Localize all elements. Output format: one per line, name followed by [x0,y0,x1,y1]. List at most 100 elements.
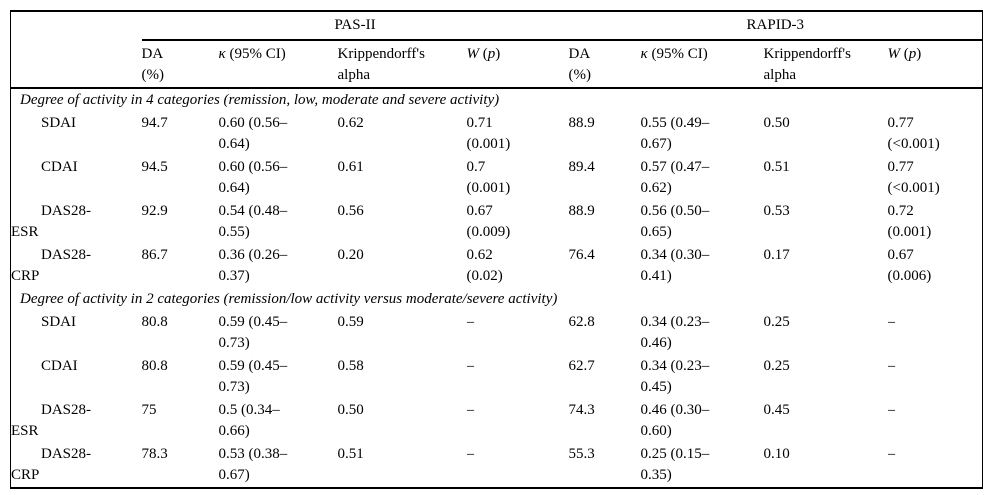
kappa-ci-label: (95% CI) [647,46,708,62]
cell-value: 0.53 (0.38– 0.67) [218,446,288,483]
cell-value: 0.59 (0.45– 0.73) [218,358,288,395]
cell-value: 0.53 [763,203,790,219]
cell-value: 0.51 [337,446,364,462]
agreement-statistics-table: PAS-II RAPID-3 DA (%) κ (95% CI) Krippen… [10,10,984,489]
cell-value: 89.4 [568,159,595,175]
col-header-krippendorff-pas2: Krippendorff's alpha [337,40,467,89]
cell-value: 0.54 (0.48– 0.55) [218,203,288,240]
cell-value: 88.9 [568,203,595,219]
cell-value: 76.4 [568,247,595,263]
row-label: SDAI [41,115,77,131]
table-row-das28esr-2cat: DAS28- ESR 75 0.5 (0.34– 0.66) 0.50 – 74… [11,399,983,443]
cell-value: 0.56 [337,203,364,219]
cell-value: – [887,402,896,418]
section-heading-4cat: Degree of activity in 4 categories (remi… [20,92,500,108]
cell-value: 0.50 [337,402,364,418]
cell-value: 55.3 [568,446,595,462]
cell-value: 0.25 [763,314,790,330]
cell-value: 78.3 [141,446,168,462]
group-header-row: PAS-II RAPID-3 [11,11,983,41]
cell-value: 0.50 [763,115,790,131]
cell-value: 62.7 [568,358,595,374]
kappa-symbol: κ [640,46,648,62]
cell-value: 75 [141,402,157,418]
cell-value: 0.45 [763,402,790,418]
cell-value: 0.60 (0.56– 0.64) [218,159,288,196]
cell-value: 0.72 (0.001) [887,203,932,240]
cell-value: 94.7 [141,115,168,131]
cell-value: 0.55 (0.49– 0.67) [640,115,710,152]
cell-value: 0.60 (0.56– 0.64) [218,115,288,152]
col-header-w-pas2: W (p) [466,40,569,89]
cell-value: 0.7 (0.001) [466,159,511,196]
row-label: CDAI [41,159,78,175]
cell-value: 62.8 [568,314,595,330]
table-row-das28crp-4cat: DAS28- CRP 86.7 0.36 (0.26– 0.37) 0.20 0… [11,244,983,288]
cell-value: 0.34 (0.23– 0.46) [640,314,710,351]
section-heading-2cat: Degree of activity in 2 categories (remi… [20,291,558,307]
cell-value: 92.9 [141,203,168,219]
cell-value: 0.59 [337,314,364,330]
col-header-da-pas2: DA (%) [141,40,219,89]
row-label: SDAI [41,314,77,330]
group-header-pas2: PAS-II [141,11,569,41]
row-label: DAS28- CRP [11,247,92,284]
table-row-sdai-2cat: SDAI 80.8 0.59 (0.45– 0.73) 0.59 – 62.8 … [11,311,983,355]
cell-value: 0.62 (0.02) [466,247,503,284]
w-symbol: W [887,46,901,62]
cell-value: 0.77 (<0.001) [887,159,940,196]
section-heading-row: Degree of activity in 2 categories (remi… [11,288,983,311]
cell-value: 0.25 [763,358,790,374]
cell-value: 80.8 [141,358,168,374]
cell-value: 0.62 [337,115,364,131]
cell-value: – [466,358,475,374]
table-row-das28crp-2cat: DAS28- CRP 78.3 0.53 (0.38– 0.67) 0.51 –… [11,443,983,488]
cell-value: 0.61 [337,159,364,175]
cell-value: – [887,314,896,330]
col-header-w-rapid3: W (p) [887,40,983,89]
cell-value: 80.8 [141,314,168,330]
cell-value: 94.5 [141,159,168,175]
row-label: DAS28- ESR [11,402,92,439]
row-label: CDAI [41,358,78,374]
cell-value: 0.51 [763,159,790,175]
table-row-das28esr-4cat: DAS28- ESR 92.9 0.54 (0.48– 0.55) 0.56 0… [11,200,983,244]
cell-value: 0.56 (0.50– 0.65) [640,203,710,240]
col-header-da-rapid3: DA (%) [568,40,641,89]
cell-value: 0.59 (0.45– 0.73) [218,314,288,351]
kappa-symbol: κ [218,46,226,62]
row-label: DAS28- CRP [11,446,92,483]
cell-value: 0.20 [337,247,364,263]
cell-value: 0.67 (0.009) [466,203,511,240]
table-row-sdai-4cat: SDAI 94.7 0.60 (0.56– 0.64) 0.62 0.71 (0… [11,112,983,156]
cell-value: 0.10 [763,446,790,462]
cell-value: 0.46 (0.30– 0.60) [640,402,710,439]
cell-value: 0.67 (0.006) [887,247,932,284]
group-header-rapid3: RAPID-3 [568,11,983,41]
p-symbol: p [487,46,496,62]
corner-cell [11,11,142,40]
table-row-cdai-4cat: CDAI 94.5 0.60 (0.56– 0.64) 0.61 0.7 (0.… [11,156,983,200]
cell-value: 0.17 [763,247,790,263]
cell-value: 86.7 [141,247,168,263]
cell-value: 88.9 [568,115,595,131]
cell-value: – [466,402,475,418]
cell-value: 0.34 (0.30– 0.41) [640,247,710,284]
p-symbol: p [908,46,917,62]
column-header-row: DA (%) κ (95% CI) Krippendorff's alpha W… [10,40,983,89]
w-symbol: W [466,46,480,62]
row-label: DAS28- ESR [11,203,92,240]
table-row-cdai-2cat: CDAI 80.8 0.59 (0.45– 0.73) 0.58 – 62.7 … [11,355,983,399]
cell-value: – [466,314,475,330]
col-header-kappa-pas2: κ (95% CI) [218,40,338,89]
cell-value: 0.77 (<0.001) [887,115,940,152]
cell-value: 0.36 (0.26– 0.37) [218,247,288,284]
cell-value: 0.57 (0.47– 0.62) [640,159,710,196]
section-heading-row: Degree of activity in 4 categories (remi… [11,88,983,112]
stub-cell [10,40,142,89]
cell-value: 74.3 [568,402,595,418]
col-header-krippendorff-rapid3: Krippendorff's alpha [763,40,888,89]
cell-value: – [466,446,475,462]
cell-value: 0.34 (0.23– 0.45) [640,358,710,395]
